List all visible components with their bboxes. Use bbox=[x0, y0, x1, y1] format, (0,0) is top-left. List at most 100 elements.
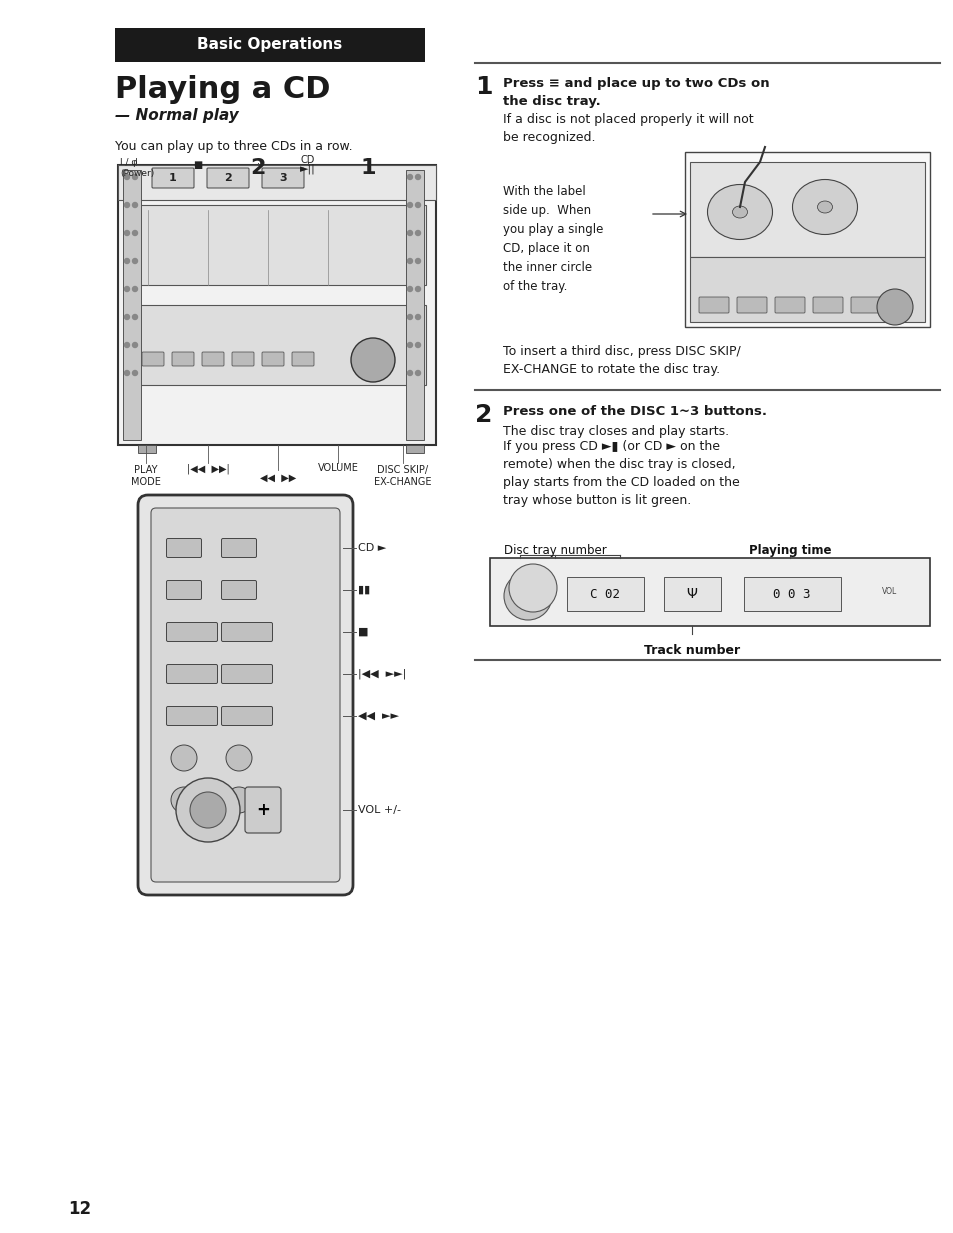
Text: Press one of the DISC 1~3 buttons.: Press one of the DISC 1~3 buttons. bbox=[502, 404, 766, 418]
Circle shape bbox=[226, 787, 252, 813]
Text: 3: 3 bbox=[279, 173, 287, 182]
Circle shape bbox=[132, 370, 137, 376]
Text: |◀◀  ►►|: |◀◀ ►►| bbox=[357, 668, 406, 679]
Circle shape bbox=[407, 202, 412, 207]
Circle shape bbox=[132, 175, 137, 180]
Text: C 02: C 02 bbox=[589, 587, 619, 600]
FancyBboxPatch shape bbox=[221, 665, 273, 683]
FancyBboxPatch shape bbox=[151, 508, 339, 882]
Text: VOL: VOL bbox=[882, 587, 897, 597]
FancyBboxPatch shape bbox=[207, 168, 249, 187]
Text: 2: 2 bbox=[224, 173, 232, 182]
FancyBboxPatch shape bbox=[167, 707, 217, 725]
Circle shape bbox=[125, 370, 130, 376]
FancyBboxPatch shape bbox=[737, 297, 766, 313]
Circle shape bbox=[132, 231, 137, 236]
FancyBboxPatch shape bbox=[663, 577, 720, 612]
Text: With the label
side up.  When
you play a single
CD, place it on
the inner circle: With the label side up. When you play a … bbox=[502, 185, 602, 293]
Circle shape bbox=[132, 343, 137, 348]
Circle shape bbox=[416, 259, 420, 264]
Text: 0 0 3: 0 0 3 bbox=[773, 587, 810, 600]
Text: Track number: Track number bbox=[643, 644, 740, 657]
Circle shape bbox=[509, 563, 557, 612]
Ellipse shape bbox=[817, 201, 832, 213]
Text: You can play up to three CDs in a row.: You can play up to three CDs in a row. bbox=[115, 141, 353, 153]
FancyBboxPatch shape bbox=[221, 539, 256, 557]
Ellipse shape bbox=[732, 206, 747, 218]
FancyBboxPatch shape bbox=[490, 559, 929, 626]
Text: +: + bbox=[255, 801, 270, 819]
Circle shape bbox=[407, 286, 412, 291]
Text: Basic Operations: Basic Operations bbox=[197, 37, 342, 53]
FancyBboxPatch shape bbox=[138, 445, 156, 453]
FancyBboxPatch shape bbox=[566, 577, 643, 612]
FancyBboxPatch shape bbox=[152, 168, 193, 187]
Circle shape bbox=[416, 231, 420, 236]
Text: 2: 2 bbox=[250, 158, 265, 178]
Circle shape bbox=[132, 314, 137, 319]
Circle shape bbox=[132, 286, 137, 291]
Text: If you press CD ►▮ (or CD ► on the
remote) when the disc tray is closed,
play st: If you press CD ►▮ (or CD ► on the remot… bbox=[502, 440, 739, 507]
Text: I / φ
(Power): I / φ (Power) bbox=[120, 158, 154, 178]
FancyBboxPatch shape bbox=[221, 623, 273, 641]
Text: 1: 1 bbox=[475, 75, 492, 99]
Circle shape bbox=[351, 338, 395, 382]
Circle shape bbox=[407, 175, 412, 180]
Text: Disc tray number: Disc tray number bbox=[503, 544, 606, 557]
Circle shape bbox=[190, 792, 226, 829]
Circle shape bbox=[132, 259, 137, 264]
Circle shape bbox=[407, 343, 412, 348]
FancyBboxPatch shape bbox=[123, 170, 141, 440]
Text: 12: 12 bbox=[68, 1200, 91, 1218]
Circle shape bbox=[171, 745, 196, 771]
Text: To insert a third disc, press DISC SKIP/
EX-CHANGE to rotate the disc tray.: To insert a third disc, press DISC SKIP/… bbox=[502, 345, 740, 376]
FancyBboxPatch shape bbox=[128, 205, 426, 285]
Text: The disc tray closes and play starts.: The disc tray closes and play starts. bbox=[502, 425, 728, 438]
Circle shape bbox=[416, 175, 420, 180]
FancyBboxPatch shape bbox=[221, 581, 256, 599]
Circle shape bbox=[407, 231, 412, 236]
Text: 1: 1 bbox=[360, 158, 375, 178]
FancyBboxPatch shape bbox=[406, 445, 423, 453]
FancyBboxPatch shape bbox=[812, 297, 842, 313]
Text: 2: 2 bbox=[475, 403, 492, 427]
Circle shape bbox=[125, 175, 130, 180]
Text: Press ≡ and place up to two CDs on
the disc tray.: Press ≡ and place up to two CDs on the d… bbox=[502, 76, 769, 109]
Ellipse shape bbox=[792, 180, 857, 234]
FancyBboxPatch shape bbox=[774, 297, 804, 313]
Text: ▮▮: ▮▮ bbox=[357, 584, 370, 596]
Circle shape bbox=[226, 745, 252, 771]
FancyBboxPatch shape bbox=[262, 168, 304, 187]
Circle shape bbox=[416, 202, 420, 207]
Circle shape bbox=[407, 259, 412, 264]
Text: VOLUME: VOLUME bbox=[317, 464, 358, 473]
Circle shape bbox=[125, 343, 130, 348]
Circle shape bbox=[125, 231, 130, 236]
Text: DISC SKIP/
EX-CHANGE: DISC SKIP/ EX-CHANGE bbox=[374, 465, 432, 487]
FancyBboxPatch shape bbox=[232, 351, 253, 366]
FancyBboxPatch shape bbox=[167, 581, 201, 599]
Text: CD: CD bbox=[300, 155, 314, 165]
FancyBboxPatch shape bbox=[262, 351, 284, 366]
Circle shape bbox=[876, 289, 912, 326]
Circle shape bbox=[416, 370, 420, 376]
Text: CD ►: CD ► bbox=[357, 543, 386, 552]
FancyBboxPatch shape bbox=[202, 351, 224, 366]
Text: PLAY
MODE: PLAY MODE bbox=[131, 465, 161, 487]
FancyBboxPatch shape bbox=[167, 623, 217, 641]
FancyBboxPatch shape bbox=[850, 297, 880, 313]
FancyBboxPatch shape bbox=[292, 351, 314, 366]
Circle shape bbox=[132, 202, 137, 207]
Text: Playing a CD: Playing a CD bbox=[115, 75, 330, 104]
Text: — Normal play: — Normal play bbox=[115, 109, 238, 123]
Ellipse shape bbox=[707, 185, 772, 239]
FancyBboxPatch shape bbox=[167, 539, 201, 557]
Circle shape bbox=[125, 314, 130, 319]
FancyBboxPatch shape bbox=[142, 351, 164, 366]
Text: If a disc is not placed properly it will not
be recognized.: If a disc is not placed properly it will… bbox=[502, 113, 753, 144]
FancyBboxPatch shape bbox=[118, 165, 436, 200]
Text: Ψ: Ψ bbox=[686, 587, 697, 600]
Text: |◀◀  ▶▶|: |◀◀ ▶▶| bbox=[187, 464, 229, 473]
Text: ■: ■ bbox=[357, 628, 368, 637]
FancyBboxPatch shape bbox=[118, 165, 436, 445]
